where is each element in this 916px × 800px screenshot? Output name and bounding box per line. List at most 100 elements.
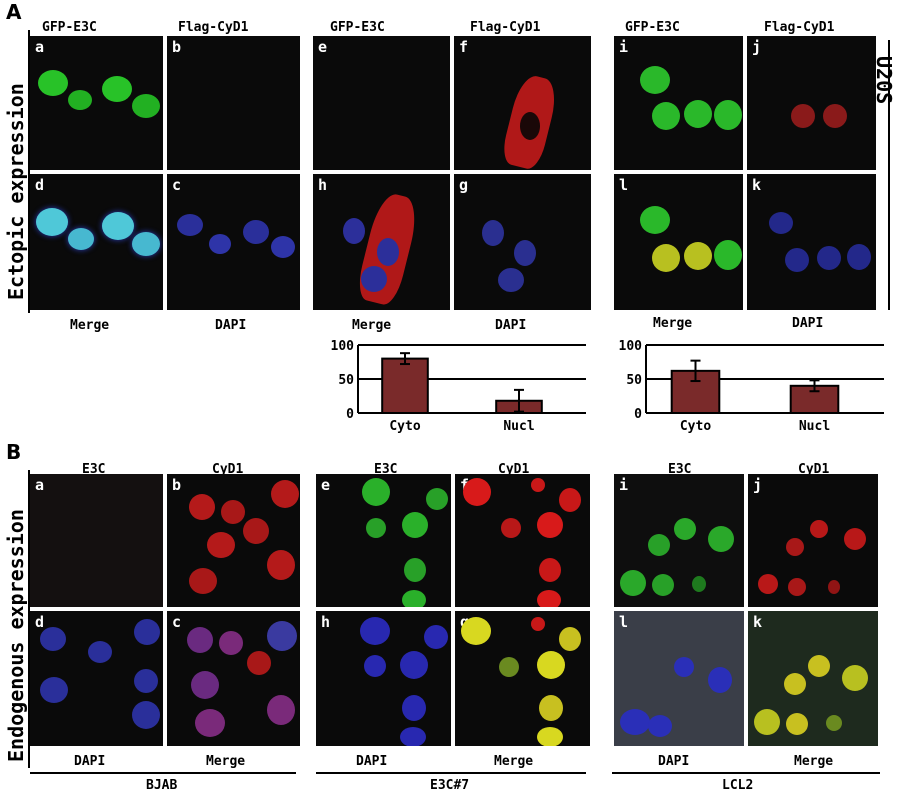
a2-top-left-label: GFP-E3C — [330, 20, 385, 35]
nucleus — [343, 218, 365, 244]
nucleus — [498, 268, 524, 292]
nucleus — [400, 651, 428, 679]
micrograph-panel-i: i — [614, 36, 743, 170]
panel-letter: l — [619, 176, 629, 194]
b2-top-right-label: CyD1 — [498, 462, 530, 477]
cell — [267, 550, 295, 580]
cell — [189, 568, 217, 594]
b3-bottom-left-label: DAPI — [658, 754, 690, 769]
nucleus — [769, 212, 793, 234]
cell — [271, 480, 299, 508]
nucleus — [134, 619, 160, 645]
cell — [754, 709, 780, 735]
a3-top-left-label: GFP-E3C — [625, 20, 680, 35]
b1-top-right-label: CyD1 — [212, 462, 244, 477]
b2-bottom-right-label: Merge — [494, 754, 534, 769]
nucleus — [652, 102, 680, 130]
a1-top-left-label: GFP-E3C — [42, 20, 97, 35]
nucleus — [847, 244, 871, 270]
nucleus — [102, 76, 132, 102]
nucleus — [791, 104, 815, 128]
cell — [537, 651, 565, 679]
nucleus — [40, 627, 66, 651]
nucleus — [377, 238, 399, 266]
a2-bottom-right-label: DAPI — [495, 318, 527, 333]
b3-top-right-label: CyD1 — [798, 462, 830, 477]
cell — [708, 526, 734, 552]
nucleus — [785, 248, 809, 272]
nucleus — [243, 220, 269, 244]
panel-letter: d — [35, 613, 45, 631]
a2-bottom-left-label: Merge — [352, 318, 392, 333]
nucleus — [36, 208, 68, 236]
micrograph-panel-bb: b — [167, 474, 300, 607]
y-tick-label: 100 — [331, 339, 355, 354]
nucleus — [514, 240, 536, 266]
nucleus — [134, 669, 158, 693]
cell — [674, 518, 696, 540]
micrograph-panel-bk: k — [748, 611, 878, 746]
panel-letter: i — [619, 38, 629, 56]
nucleus — [132, 232, 160, 256]
y-tick-label: 0 — [634, 407, 642, 422]
b1-top-left-label: E3C — [82, 462, 106, 477]
bar-nucl — [789, 384, 840, 414]
nucleus — [102, 212, 134, 240]
cell — [559, 488, 581, 512]
micrograph-panel-be: e — [316, 474, 451, 607]
nucleus — [209, 234, 231, 254]
cell — [243, 518, 269, 544]
cell — [267, 695, 295, 725]
cell — [187, 627, 213, 653]
cell — [648, 534, 670, 556]
b2-underline — [316, 772, 586, 774]
nucleus — [620, 709, 650, 735]
section-a-right-bracket — [888, 40, 890, 310]
section-b-side-label: Endogenous expression — [4, 509, 28, 762]
nucleus — [714, 100, 742, 130]
cell — [207, 532, 235, 558]
a1-bottom-left-label: Merge — [70, 318, 110, 333]
micrograph-panel-h: h — [313, 174, 450, 310]
cell — [219, 631, 243, 655]
nucleus — [674, 657, 694, 677]
panel-letter: a — [35, 476, 45, 494]
b1-bottom-left-label: DAPI — [74, 754, 106, 769]
cell — [537, 727, 563, 746]
cell — [786, 538, 804, 556]
micrograph-panel-d: d — [30, 174, 163, 310]
panel-letter: l — [619, 613, 629, 631]
section-b-side-bracket — [28, 470, 30, 768]
cell — [402, 590, 426, 607]
a3-top-right-label: Flag-CyD1 — [764, 20, 835, 35]
micrograph-panel-c: c — [167, 174, 300, 310]
cell — [826, 715, 842, 731]
panel-letter: d — [35, 176, 45, 194]
cell — [559, 627, 581, 651]
nucleus — [38, 70, 68, 96]
nucleus — [714, 240, 742, 270]
panel-letter: k — [752, 176, 762, 194]
cell — [828, 580, 840, 594]
cell — [539, 695, 563, 721]
nucleus — [640, 66, 670, 94]
nucleus — [68, 90, 92, 110]
panel-letter: a — [35, 38, 45, 56]
cell — [539, 558, 561, 582]
x-tick-label: Cyto — [680, 419, 711, 434]
panel-letter: j — [752, 38, 762, 56]
y-tick-label: 0 — [346, 407, 354, 422]
bar-chart-localization-1: 0 50 100 Cyto Nucl — [331, 339, 586, 434]
nucleus — [708, 667, 732, 693]
nucleus — [132, 94, 160, 118]
cell — [426, 488, 448, 510]
nucleus — [88, 641, 112, 663]
micrograph-panel-bj: j — [748, 474, 878, 607]
nucleus — [177, 214, 203, 236]
cell — [844, 528, 866, 550]
cell — [758, 574, 778, 594]
cell — [501, 518, 521, 538]
cell — [620, 570, 646, 596]
cell — [463, 478, 491, 506]
panel-letter: k — [753, 613, 763, 631]
